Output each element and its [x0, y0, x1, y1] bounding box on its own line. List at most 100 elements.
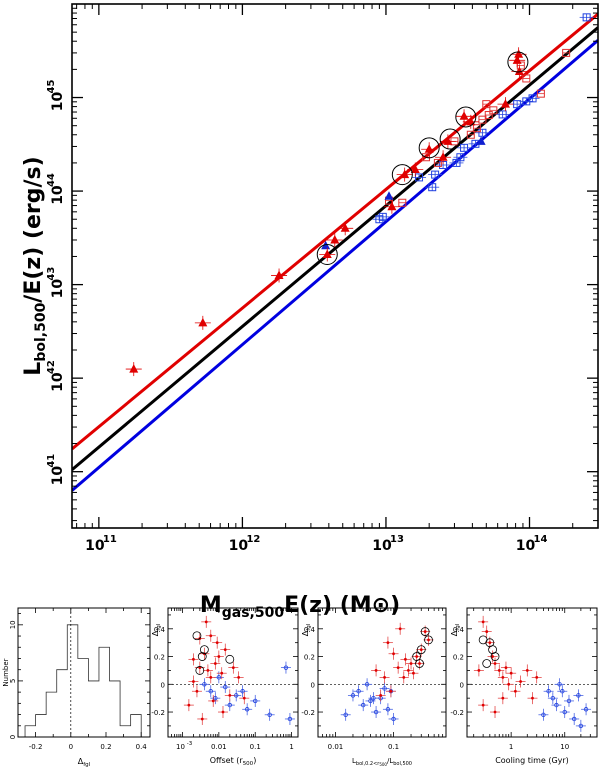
blue-point [562, 709, 567, 715]
red-point [507, 682, 511, 686]
x-tick-exponent: 14 [534, 534, 548, 545]
red-point [204, 620, 208, 624]
y-tick-exponent: 44 [46, 173, 57, 187]
x-axis-label: Mgas,500E(z) (M⊙) [200, 593, 400, 621]
red-point [192, 657, 195, 661]
fit-line-blue [72, 39, 598, 492]
x-axis-label-main: M [200, 593, 222, 618]
red-point [501, 675, 505, 679]
y-axis-label: Lbol,500/E(z) (erg/s) [21, 156, 49, 375]
histogram-bar [36, 715, 47, 737]
y-axis-label: Δfgl [450, 623, 461, 636]
y-axis-label-group: Δfgl [151, 623, 162, 636]
highlight-circle [482, 659, 492, 668]
blue-triangle-point [384, 191, 394, 200]
red-point [237, 675, 241, 679]
x-axis-label: Δfgl [78, 757, 91, 768]
red-point [398, 627, 402, 631]
red-point [402, 675, 406, 679]
x-axis-label-sub: 500 [243, 761, 254, 767]
red-triangle-point [512, 55, 522, 64]
blue-point [583, 707, 589, 712]
highlight-circle [439, 128, 461, 150]
x-axis-label-end: ⊙) [372, 593, 401, 618]
highlight-circle [418, 137, 440, 159]
red-point [386, 641, 390, 645]
blue-point [208, 689, 213, 694]
red-point [374, 669, 378, 672]
y-axis-label-sub: fgl [156, 623, 162, 630]
red-point [491, 655, 494, 658]
red-point [195, 689, 199, 693]
red-triangle-point [424, 144, 434, 153]
red-point [392, 652, 395, 656]
red-point [383, 675, 386, 679]
blue-point [223, 684, 228, 690]
y-axis-label-group: Δfgl [450, 623, 461, 636]
red-point [423, 630, 427, 633]
blue-point [227, 702, 232, 708]
y-tick-label: 0.2 [304, 654, 315, 662]
y-tick-label: 10 [50, 372, 66, 392]
highlight-circle [199, 645, 209, 655]
red-point [419, 648, 423, 652]
red-point [509, 671, 513, 675]
highlight-circle [195, 666, 205, 675]
red-point [200, 717, 204, 721]
red-point [206, 669, 210, 672]
y-axis-label-rest: /E(z) (erg/s) [21, 156, 46, 302]
y-tick-label: 0.2 [453, 654, 464, 662]
red-triangle-point [274, 270, 284, 280]
y-tick-exponent: 41 [46, 454, 57, 468]
y-tick-label: 10 [50, 466, 66, 486]
x-axis-label-end: ) [253, 756, 256, 765]
highlight-circle [225, 654, 235, 664]
red-point [389, 689, 393, 693]
red-point [228, 693, 232, 697]
blue-point [391, 716, 396, 722]
red-point [412, 671, 415, 675]
red-point [209, 675, 213, 679]
blue-point [554, 702, 559, 708]
x-axis-label-sub3: bol,500 [393, 761, 412, 767]
red-point [493, 710, 497, 714]
y-tick-label: 10 [50, 92, 66, 112]
red-triangle-point [514, 66, 524, 75]
blue-point [350, 693, 356, 698]
x-tick-label: 0.1 [388, 743, 399, 751]
red-point [513, 689, 517, 693]
x-tick-label: 0.01 [328, 743, 344, 751]
red-point [535, 675, 539, 679]
x-axis-label-main: L [352, 757, 356, 765]
histogram-bar [57, 670, 68, 737]
y-tick-label: -0.2 [450, 709, 464, 717]
y-axis-label-sub: bol,500 [33, 302, 49, 361]
y-tick-label: 0 [161, 681, 165, 689]
y-axis-label-main: Δ [151, 630, 160, 636]
x-tick-exponent: 13 [390, 534, 404, 545]
panel-frame [167, 607, 299, 738]
red-triangle-point [322, 249, 332, 258]
blue-point [382, 686, 387, 691]
red-triangle-point [500, 99, 510, 108]
blue-point [287, 716, 293, 722]
red-point [221, 710, 225, 714]
highlight-circle [415, 659, 424, 668]
highlight-circle [416, 645, 426, 655]
x-axis-label: Offset (r500) [210, 756, 257, 767]
y-tick-label: 0.2 [154, 654, 165, 662]
blue-point [578, 723, 584, 729]
highlight-circle [490, 652, 500, 661]
red-triangle-point [459, 111, 469, 120]
red-point [488, 641, 492, 645]
blue-point [216, 675, 222, 680]
x-tick-label: 1 [289, 743, 293, 751]
x-axis-label: Cooling time (Gyr) [495, 756, 569, 765]
x-axis-label-sub: gas,500 [222, 605, 285, 621]
red-point [187, 703, 191, 707]
highlight-circle [455, 106, 477, 128]
